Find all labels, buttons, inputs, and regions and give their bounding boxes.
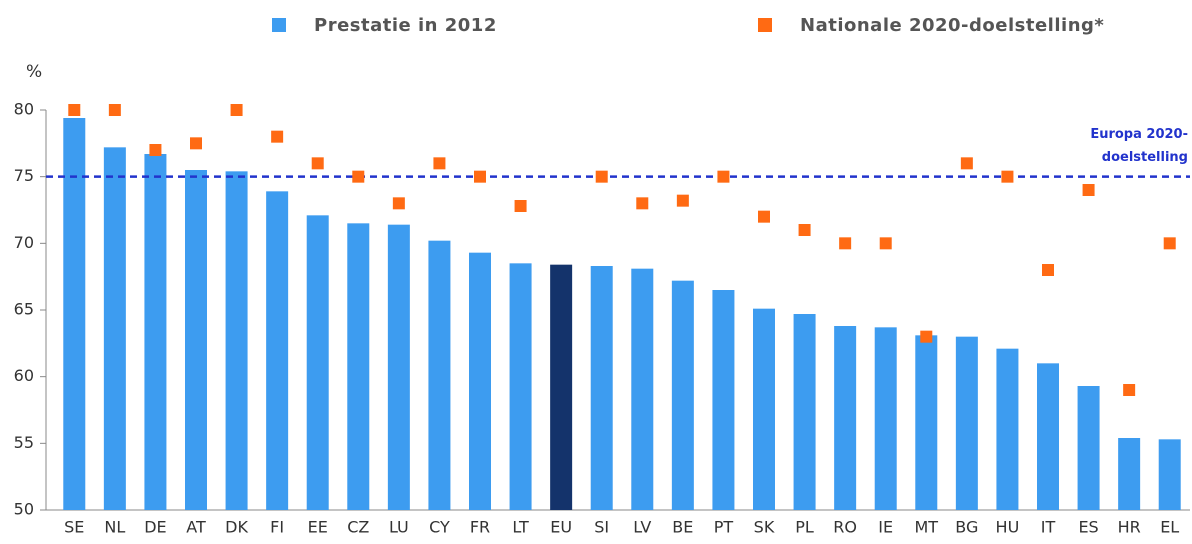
target-marker	[758, 210, 770, 223]
x-tick-label: AT	[186, 518, 206, 537]
x-tick-label: PL	[795, 518, 814, 537]
x-tick-label: HR	[1118, 518, 1141, 537]
y-tick-label: 70	[14, 233, 34, 252]
x-tick-label: LT	[512, 518, 529, 537]
x-tick-label: FI	[270, 518, 284, 537]
bar	[590, 266, 613, 510]
target-marker	[68, 104, 81, 116]
target-marker	[636, 197, 649, 210]
x-tick-label: NL	[104, 518, 125, 537]
target-marker	[352, 170, 365, 183]
target-marker	[474, 170, 486, 183]
x-tick-label: BE	[672, 518, 693, 537]
bar	[1118, 438, 1141, 510]
x-tick-label: SI	[594, 518, 609, 537]
x-tick-label: PT	[714, 518, 734, 537]
y-tick-label: 80	[14, 100, 34, 119]
legend-swatch	[272, 18, 286, 32]
target-marker	[230, 104, 243, 116]
y-tick-label: 75	[14, 166, 34, 185]
bar	[185, 170, 207, 510]
target-marker	[1042, 264, 1054, 276]
target-marker	[920, 330, 933, 343]
x-tick-label: CY	[429, 518, 450, 537]
target-marker	[514, 200, 527, 212]
x-tick-label: EL	[1160, 518, 1179, 537]
bar	[103, 147, 126, 511]
x-tick-label: ES	[1078, 518, 1098, 537]
y-tick-label: 60	[14, 366, 34, 385]
x-tick-label: MT	[914, 518, 938, 537]
bar	[1037, 363, 1059, 510]
x-tick-label: FR	[470, 518, 490, 537]
bar	[1158, 439, 1181, 510]
x-tick-label: EU	[550, 518, 572, 537]
x-tick-label: BG	[955, 518, 978, 537]
bar	[955, 336, 978, 510]
x-tick-label: SK	[754, 518, 775, 537]
target-marker	[108, 104, 121, 116]
bar	[387, 224, 410, 510]
target-marker	[1082, 184, 1095, 196]
y-tick-label: 50	[14, 500, 34, 519]
target-marker	[839, 237, 852, 250]
x-tick-label: IT	[1041, 518, 1056, 537]
target-marker	[717, 170, 730, 183]
reference-label: doelstelling	[1102, 150, 1188, 165]
target-marker	[433, 157, 446, 170]
target-marker	[879, 237, 892, 250]
bar	[266, 191, 289, 511]
target-marker	[311, 157, 324, 170]
y-axis-label: %	[26, 62, 42, 82]
target-marker	[271, 130, 284, 143]
bar	[144, 154, 167, 510]
legend-swatch	[758, 18, 772, 32]
bar	[874, 327, 897, 510]
bar	[347, 223, 370, 511]
y-tick-label: 65	[14, 300, 34, 319]
x-tick-label: LU	[389, 518, 409, 537]
bar	[712, 290, 735, 510]
target-marker	[149, 144, 162, 156]
bar	[509, 263, 532, 510]
bar	[834, 326, 857, 510]
legend-label: Prestatie in 2012	[314, 15, 497, 36]
x-tick-label: LV	[633, 518, 651, 537]
target-marker	[676, 194, 689, 207]
x-tick-label: CZ	[347, 518, 369, 537]
bar	[915, 335, 938, 510]
bar	[63, 118, 86, 510]
target-marker	[1123, 384, 1136, 396]
bar	[428, 240, 451, 510]
bar	[996, 348, 1019, 510]
x-tick-label: RO	[833, 518, 857, 537]
bar	[306, 215, 329, 511]
x-tick-label: DK	[225, 518, 248, 537]
target-marker	[798, 224, 811, 236]
bar	[671, 280, 694, 510]
x-tick-label: EE	[308, 518, 328, 537]
target-marker	[1163, 237, 1176, 250]
x-tick-label: SE	[64, 518, 84, 537]
target-marker	[595, 170, 608, 183]
x-tick-label: DE	[144, 518, 166, 537]
bar	[469, 252, 491, 510]
x-tick-label: HU	[996, 518, 1020, 537]
bar	[550, 264, 573, 510]
bar	[225, 171, 248, 511]
bar	[753, 308, 775, 510]
bar	[631, 268, 654, 510]
target-marker	[1001, 170, 1014, 183]
legend-label: Nationale 2020-doelstelling*	[800, 15, 1104, 36]
bar	[793, 314, 816, 510]
target-marker	[392, 197, 405, 210]
y-tick-label: 55	[14, 433, 34, 452]
reference-label: Europa 2020-	[1090, 127, 1188, 142]
x-tick-label: IE	[878, 518, 893, 537]
target-marker	[190, 137, 202, 150]
target-marker	[960, 157, 973, 170]
bar	[1077, 386, 1100, 510]
